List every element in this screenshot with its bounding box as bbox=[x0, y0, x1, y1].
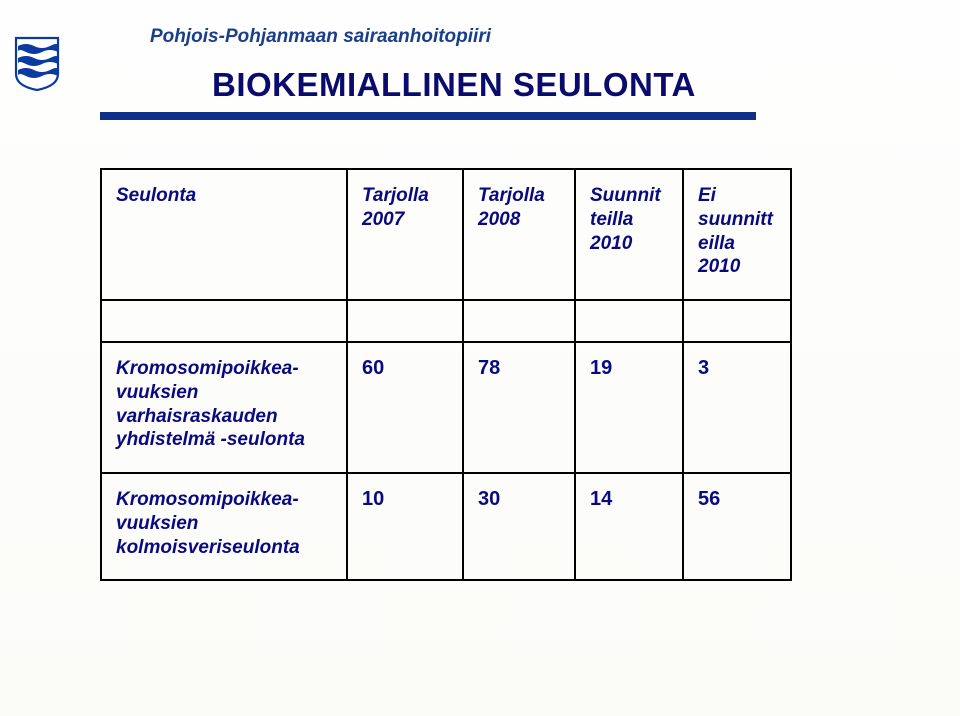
table-spacer-row bbox=[101, 300, 791, 342]
col-header: Tarjolla 2007 bbox=[347, 169, 463, 300]
col-header: Tarjolla 2008 bbox=[463, 169, 575, 300]
title-underline bbox=[100, 112, 756, 120]
cell-value: 14 bbox=[575, 473, 683, 580]
cell-value: 30 bbox=[463, 473, 575, 580]
table-header-row: Seulonta Tarjolla 2007 Tarjolla 2008 Suu… bbox=[101, 169, 791, 300]
col-header: Suunnit teilla 2010 bbox=[575, 169, 683, 300]
org-logo bbox=[14, 36, 60, 92]
row-label: Kromosomipoikkea- vuuksien kolmoisverise… bbox=[101, 473, 347, 580]
cell-value: 10 bbox=[347, 473, 463, 580]
cell-value: 19 bbox=[575, 342, 683, 473]
col-header: Seulonta bbox=[101, 169, 347, 300]
data-table: Seulonta Tarjolla 2007 Tarjolla 2008 Suu… bbox=[100, 168, 790, 581]
slide-title: BIOKEMIALLINEN SEULONTA bbox=[212, 66, 696, 104]
table-row: Kromosomipoikkea- vuuksien varhaisraskau… bbox=[101, 342, 791, 473]
row-label: Kromosomipoikkea- vuuksien varhaisraskau… bbox=[101, 342, 347, 473]
cell-value: 3 bbox=[683, 342, 791, 473]
slide: Pohjois-Pohjanmaan sairaanhoitopiiri BIO… bbox=[0, 0, 960, 716]
cell-value: 78 bbox=[463, 342, 575, 473]
col-header: Ei suunnitt eilla 2010 bbox=[683, 169, 791, 300]
cell-value: 56 bbox=[683, 473, 791, 580]
table-row: Kromosomipoikkea- vuuksien kolmoisverise… bbox=[101, 473, 791, 580]
org-name: Pohjois-Pohjanmaan sairaanhoitopiiri bbox=[150, 26, 491, 48]
cell-value: 60 bbox=[347, 342, 463, 473]
